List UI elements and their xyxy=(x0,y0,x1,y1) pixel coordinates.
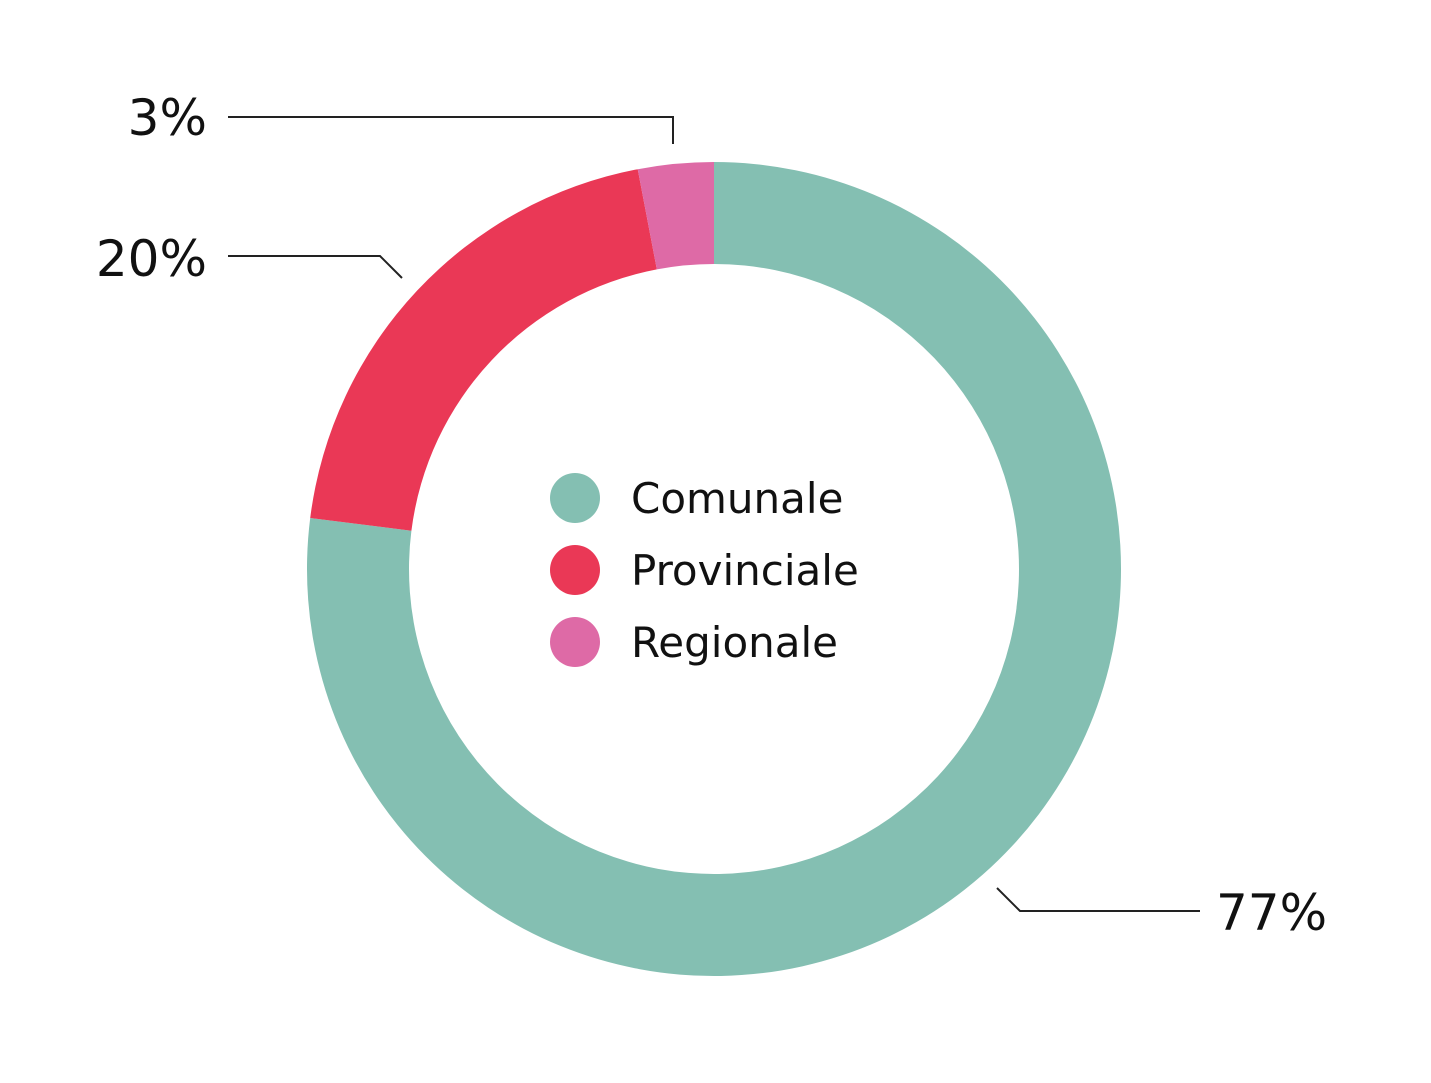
donut-slice-regionale xyxy=(637,162,714,270)
leader-line-regionale xyxy=(228,116,674,144)
legend-swatch-comunale xyxy=(550,473,600,523)
legend-swatch-regionale xyxy=(550,617,600,667)
legend-swatch-provinciale xyxy=(550,545,600,595)
legend-item-comunale: Comunale xyxy=(550,473,843,523)
legend: Comunale Provinciale Regionale xyxy=(550,473,859,667)
donut-slice-provinciale xyxy=(310,169,657,531)
donut-slices xyxy=(306,162,1121,977)
legend-label-provinciale: Provinciale xyxy=(631,546,859,595)
leader-line-provinciale xyxy=(228,255,403,279)
leader-lines xyxy=(228,116,1200,912)
value-label-provinciale: 20% xyxy=(96,230,207,288)
legend-label-regionale: Regionale xyxy=(631,618,838,667)
legend-label-comunale: Comunale xyxy=(631,474,843,523)
value-label-comunale: 77% xyxy=(1216,884,1327,942)
value-label-regionale: 3% xyxy=(128,89,207,147)
value-labels: 77% 20% 3% xyxy=(96,89,1327,942)
leader-line-comunale xyxy=(996,887,1200,912)
legend-item-provinciale: Provinciale xyxy=(550,545,859,595)
legend-item-regionale: Regionale xyxy=(550,617,838,667)
